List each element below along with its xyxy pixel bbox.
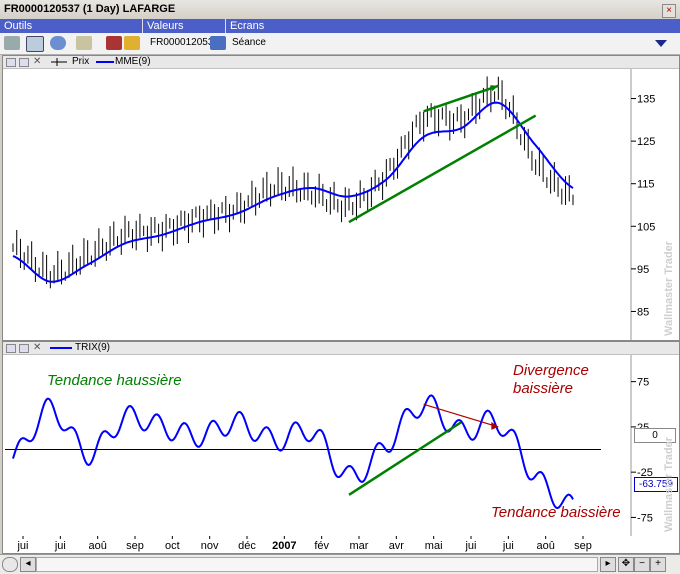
x-tick-label: 2007 xyxy=(272,540,296,552)
dropdown-arrow-icon[interactable] xyxy=(652,37,670,50)
menu-ecrans[interactable]: Ecrans xyxy=(230,20,265,32)
uptrend-line xyxy=(348,114,537,224)
window-title: FR0000120537 (1 Day) LAFARGE xyxy=(4,3,176,15)
ema-legend-swatch xyxy=(96,61,114,63)
x-tick-label: sep xyxy=(126,540,144,552)
last-value-box: -63.759 xyxy=(634,477,678,492)
price-tick-label: 135 xyxy=(637,94,655,106)
x-tick-label: oct xyxy=(165,540,180,552)
x-tick-label: déc xyxy=(238,540,256,552)
title-bar: FR0000120537 (1 Day) LAFARGE × xyxy=(0,0,680,20)
panel-close-icon[interactable]: ✕ xyxy=(33,56,42,67)
stock-list-icon[interactable] xyxy=(4,36,20,50)
pan-icon[interactable]: ✥ xyxy=(618,557,634,572)
globe-icon[interactable] xyxy=(50,36,66,50)
trix-tick-label: 75 xyxy=(637,377,649,389)
calendar-icon[interactable] xyxy=(76,36,92,50)
trix-panel-maximize-icon[interactable] xyxy=(19,344,29,353)
session-field[interactable]: Séance xyxy=(232,37,266,48)
price-panel-header: ✕ Prix MME(9) xyxy=(3,56,679,69)
ema-line xyxy=(12,101,574,283)
panel-maximize-icon[interactable] xyxy=(19,58,29,67)
annotation-downtrend: Tendance baissière xyxy=(491,504,621,521)
price-tick-label: 115 xyxy=(637,179,655,191)
alert-icon[interactable] xyxy=(124,36,140,50)
trix-panel-restore-icon[interactable] xyxy=(6,344,16,353)
price-tick-label: 85 xyxy=(637,306,649,318)
x-tick-label: mar xyxy=(350,540,369,552)
trix-chart: -75-252575Tendance haussièreDivergenceba… xyxy=(5,355,653,536)
x-tick-label: jui xyxy=(502,540,514,552)
divergence-arrow xyxy=(423,403,499,428)
trix-legend-swatch xyxy=(50,347,72,349)
scroll-home-icon[interactable] xyxy=(2,557,18,572)
trix-panel-close-icon[interactable]: ✕ xyxy=(33,342,42,353)
price-watermark: Wallmaster Trader xyxy=(663,241,675,336)
scroll-left-arrow-icon[interactable]: ◂ xyxy=(20,557,36,572)
x-axis: jui jui aoû sep oct nov déc 2007 fév mar avr mai jui… xyxy=(2,536,680,554)
ema-legend-label: MME(9) xyxy=(115,56,151,67)
x-tick-label: jui xyxy=(16,540,28,552)
price-legend-label: Prix xyxy=(72,56,90,67)
x-tick-label: aoû xyxy=(536,540,554,552)
scroll-track[interactable] xyxy=(36,557,598,572)
price-legend-swatch xyxy=(51,58,67,66)
price-tick-label: 125 xyxy=(637,136,655,148)
x-tick-label: fév xyxy=(314,540,329,552)
x-tick-label: jui xyxy=(464,540,476,552)
menu-outils[interactable]: Outils xyxy=(0,19,143,33)
scroll-right-arrow-icon[interactable]: ▸ xyxy=(600,557,616,572)
x-tick-label: mai xyxy=(425,540,443,552)
divergence-arrowhead-icon xyxy=(491,421,499,430)
arrowhead-icon xyxy=(490,85,499,92)
zoom-in-icon[interactable]: + xyxy=(650,557,666,572)
price-tick-label: 105 xyxy=(637,221,655,233)
price-chart: 85 95 105 115 125 135 xyxy=(12,69,655,340)
price-panel: ✕ Prix MME(9) 85 95 105 115 125 135 Wallmaste… xyxy=(2,55,680,341)
trix-line xyxy=(12,394,574,510)
menu-valeurs[interactable]: Valeurs xyxy=(143,19,226,33)
x-tick-label: nov xyxy=(201,540,219,552)
horizontal-scrollbar[interactable]: ◂ ▸ ✥ − + xyxy=(0,554,680,574)
trix-legend-label: TRIX(9) xyxy=(75,342,110,353)
price-tick-label: 95 xyxy=(637,264,649,276)
trix-panel: ✕ TRIX(9) -75-252575Tendance haussièreDi… xyxy=(2,341,680,537)
annotation-uptrend: Tendance haussière xyxy=(47,372,182,389)
zoom-out-icon[interactable]: − xyxy=(634,557,650,572)
x-tick-label: sep xyxy=(574,540,592,552)
trix-tick-label: -25 xyxy=(637,467,653,479)
panel-restore-icon[interactable] xyxy=(6,58,16,67)
chart-icon[interactable] xyxy=(26,36,44,52)
menu-bar: Outils Valeurs Ecrans xyxy=(0,19,680,33)
trix-panel-header: ✕ TRIX(9) xyxy=(3,342,679,355)
zero-value-box: 0 xyxy=(634,428,676,443)
tools-icon[interactable] xyxy=(106,36,122,50)
annotation-divergence: Divergence xyxy=(513,362,589,379)
trix-watermark: Wallmaster Trader xyxy=(663,437,675,532)
toolbar: FR0000120537 Séance xyxy=(0,33,680,55)
x-tick-label: aoû xyxy=(88,540,106,552)
symbol-field[interactable]: FR0000120537 xyxy=(150,37,219,48)
trix-tick-label: -75 xyxy=(637,512,653,524)
trix-uptrend-line xyxy=(348,421,462,496)
x-tick-label: jui xyxy=(54,540,66,552)
annotation-divergence: baissière xyxy=(513,380,573,397)
book-icon[interactable] xyxy=(210,36,226,50)
x-tick-label: avr xyxy=(389,540,405,552)
close-button[interactable]: × xyxy=(662,4,676,18)
momentum-arrow xyxy=(423,84,499,113)
